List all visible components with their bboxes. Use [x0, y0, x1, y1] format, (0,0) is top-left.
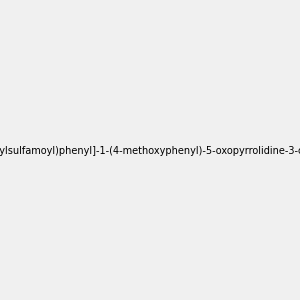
Text: N-[4-(diethylsulfamoyl)phenyl]-1-(4-methoxyphenyl)-5-oxopyrrolidine-3-carboxamid: N-[4-(diethylsulfamoyl)phenyl]-1-(4-meth… — [0, 146, 300, 157]
